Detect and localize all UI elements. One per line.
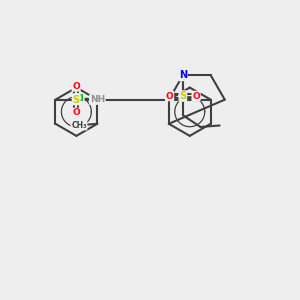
Text: O: O xyxy=(166,92,173,100)
Text: O: O xyxy=(72,82,80,91)
Text: O: O xyxy=(72,108,80,117)
Text: Cl: Cl xyxy=(74,94,84,103)
Text: S: S xyxy=(73,94,80,105)
Text: N: N xyxy=(179,70,187,80)
Text: S: S xyxy=(179,91,186,101)
Text: NH: NH xyxy=(90,95,105,104)
Text: CH₃: CH₃ xyxy=(71,121,87,130)
Text: O: O xyxy=(192,92,200,100)
